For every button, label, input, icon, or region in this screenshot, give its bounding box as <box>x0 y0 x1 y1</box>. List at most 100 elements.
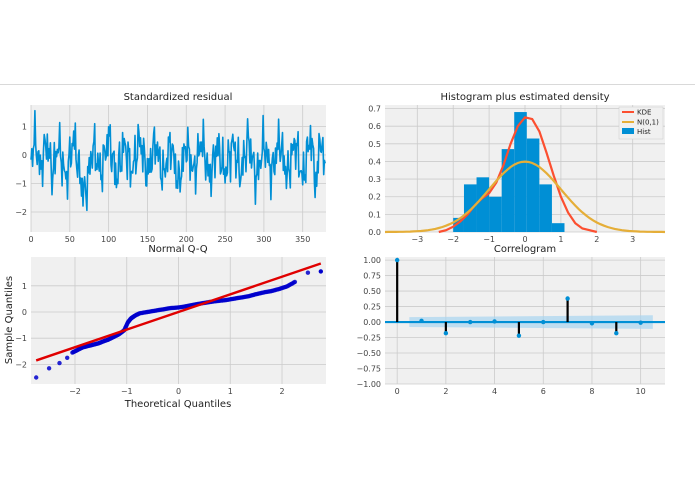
y-tick-label: 0.0 <box>368 228 381 237</box>
y-tick-label: −2 <box>15 360 27 369</box>
y-tick-label: 0.3 <box>368 175 381 184</box>
x-tick-label: −3 <box>411 235 423 244</box>
y-tick-label: 0.75 <box>363 272 381 281</box>
legend-hist-label: Hist <box>637 128 651 136</box>
gridlines <box>31 257 326 384</box>
y-tick-label: 0.2 <box>368 193 381 202</box>
x-tick-label: 50 <box>65 235 75 244</box>
y-tick-labels: 0.0 0.1 0.2 0.3 0.4 0.5 0.6 0.7 <box>368 105 381 237</box>
qq-point <box>318 269 324 274</box>
legend-normal-label: N(0,1) <box>637 119 659 127</box>
page-header-band <box>0 0 695 85</box>
x-tick-label: 0 <box>522 235 527 244</box>
y-tick-label: 0 <box>22 308 27 317</box>
series-layer <box>30 109 326 212</box>
x-tick-label: 1 <box>228 387 233 396</box>
x-tick-label: 350 <box>295 235 310 244</box>
histogram-bar <box>463 184 477 232</box>
normal-density-line <box>384 160 666 234</box>
y-tick-label: −0.25 <box>356 334 381 343</box>
x-axis-label: Theoretical Quantiles <box>124 399 232 410</box>
y-tick-label: −1 <box>15 179 27 188</box>
histogram-bar <box>526 138 540 232</box>
y-tick-label: 0.6 <box>368 122 381 131</box>
x-tick-label: 0 <box>28 235 33 244</box>
x-tick-label: 10 <box>636 387 646 396</box>
qq-point <box>65 355 70 360</box>
y-tick-label: 0.5 <box>368 140 381 149</box>
y-tick-label: 1.00 <box>363 256 381 265</box>
y-tick-labels: −2 −1 0 1 <box>15 282 27 370</box>
y-tick-labels: −1.00 −0.75 −0.50 −0.25 0.00 0.25 0.50 0.75 1.00 <box>356 256 381 389</box>
y-tick-label: 0.7 <box>368 105 381 114</box>
histogram-bar <box>539 184 552 232</box>
x-tick-label: 200 <box>179 235 194 244</box>
x-tick-label: 1 <box>558 235 563 244</box>
series-layer <box>34 262 324 380</box>
x-tick-label: −2 <box>447 235 459 244</box>
chart-title: Correlogram <box>494 244 556 255</box>
chart-title: Normal Q-Q <box>148 244 207 255</box>
x-tick-label: 250 <box>217 235 232 244</box>
histogram-bar <box>514 112 527 232</box>
chart-title: Histogram plus estimated density <box>440 92 609 103</box>
x-tick-labels: −3 −2 −1 0 1 2 3 <box>411 235 635 244</box>
y-tick-label: 0.00 <box>363 318 381 327</box>
kde-line <box>438 116 598 234</box>
x-tick-label: −1 <box>483 235 495 244</box>
qq-point <box>46 366 52 371</box>
x-tick-label: 300 <box>256 235 271 244</box>
x-tick-labels: 0 50 100 150 200 250 300 350 <box>28 235 310 244</box>
histogram-bar <box>501 149 515 232</box>
x-tick-label: 8 <box>589 387 594 396</box>
acf-marker <box>394 257 400 263</box>
y-tick-label: −0.50 <box>356 349 381 358</box>
qq-point <box>34 375 39 380</box>
acf-marker <box>492 319 497 324</box>
panel-correlogram: 0 2 4 6 8 10 −1.00 −0.75 −0.50 −0.25 0.00 0.25 0.50… <box>356 244 665 396</box>
x-tick-label: 2 <box>279 387 284 396</box>
series-layer <box>385 257 665 338</box>
y-tick-label: −1.00 <box>356 380 381 389</box>
histogram-bar <box>476 177 490 232</box>
y-tick-label: −1 <box>15 334 27 343</box>
y-tick-labels: −2 −1 0 1 <box>15 122 27 217</box>
histogram-bar <box>453 217 464 232</box>
y-tick-label: 0.50 <box>363 287 381 296</box>
legend-hist-swatch <box>622 128 634 134</box>
acf-marker <box>516 333 522 338</box>
acf-marker <box>468 319 473 325</box>
y-tick-label: 0.25 <box>363 303 381 312</box>
y-tick-label: 1 <box>22 282 27 291</box>
x-tick-label: 2 <box>443 387 448 396</box>
histogram-bar <box>489 196 502 232</box>
qq-point <box>292 279 298 285</box>
x-tick-label: 4 <box>492 387 497 396</box>
x-tick-label: 150 <box>140 235 155 244</box>
acf-marker <box>638 320 643 325</box>
legend-kde-label: KDE <box>637 109 651 117</box>
x-tick-label: 2 <box>594 235 599 244</box>
qq-reference-line <box>35 262 322 362</box>
y-tick-label: −2 <box>15 208 27 217</box>
acf-marker <box>614 331 619 336</box>
x-tick-labels: −2 −1 0 1 2 <box>69 387 284 396</box>
acf-marker <box>419 318 424 324</box>
residual-series-line <box>30 109 326 212</box>
y-tick-label: −0.75 <box>356 365 381 374</box>
panel-histogram-density: −3 −2 −1 0 1 2 3 0.0 0.1 0.2 0.3 0.4 0.5 0.6 0.7 Hist… <box>368 92 666 244</box>
qq-point <box>305 270 311 275</box>
gridlines <box>385 257 665 385</box>
x-tick-label: −2 <box>69 387 81 396</box>
histogram-bar <box>551 223 565 232</box>
panel-standardized-residual: 0 50 100 150 200 250 300 350 −2 −1 0 1 Standardize… <box>15 92 326 244</box>
legend: KDE N(0,1) Hist <box>618 106 664 140</box>
acf-marker <box>589 321 595 326</box>
y-axis-label: Sample Quantiles <box>4 276 15 364</box>
y-tick-label: 0.4 <box>368 157 381 166</box>
y-tick-label: 1 <box>22 122 27 131</box>
x-tick-label: 0 <box>395 387 400 396</box>
qq-point <box>57 360 62 366</box>
x-tick-label: 0 <box>176 387 181 396</box>
series-layer <box>384 112 666 234</box>
